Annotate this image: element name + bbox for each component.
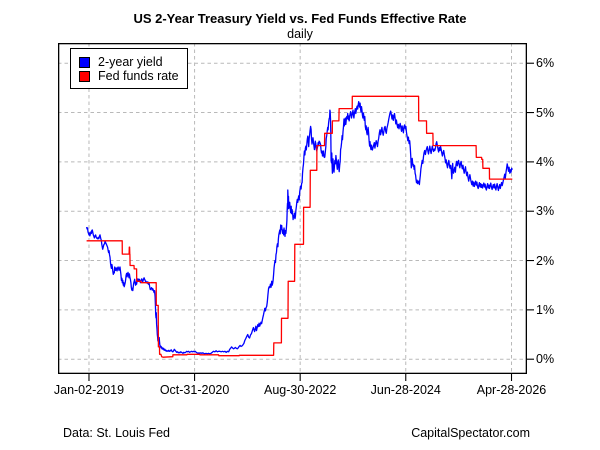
- y-axis-label: 0%: [536, 352, 555, 367]
- x-axis-label: Oct-31-2020: [159, 383, 230, 397]
- y-axis-label: 3%: [536, 204, 555, 219]
- plot-area: [57, 42, 534, 381]
- fed-funds-rate-line: [86, 95, 513, 358]
- chart-title: US 2-Year Treasury Yield vs. Fed Funds E…: [133, 11, 467, 26]
- x-axis-label: Apr-28-2026: [476, 383, 547, 397]
- legend-label: Fed funds rate: [98, 69, 179, 83]
- two-year-yield-line: [85, 101, 513, 355]
- x-axis-label: Aug-30-2022: [264, 383, 337, 397]
- legend: 2-year yield Fed funds rate: [70, 48, 188, 89]
- x-axis-label: Jan-02-2019: [53, 383, 125, 397]
- data-source-note: Data: St. Louis Fed: [63, 426, 171, 440]
- y-axis-label: 1%: [536, 302, 555, 317]
- y-axis-label: 2%: [536, 253, 555, 268]
- y-axis-label: 4%: [536, 154, 555, 169]
- red-square-swatch: [79, 70, 90, 82]
- legend-item-2-year-yield: 2-year yield: [79, 55, 187, 69]
- chart-subtitle: daily: [287, 27, 313, 41]
- plot-border: [57, 42, 528, 375]
- x-axis-label: Jun-28-2024: [370, 383, 441, 397]
- y-axis-label: 6%: [536, 56, 555, 71]
- site-credit: CapitalSpectator.com: [411, 426, 530, 440]
- blue-square-swatch: [79, 56, 90, 68]
- legend-label: 2-year yield: [98, 55, 163, 69]
- y-axis-label: 5%: [536, 105, 555, 120]
- legend-item-fed-funds-rate: Fed funds rate: [79, 69, 187, 83]
